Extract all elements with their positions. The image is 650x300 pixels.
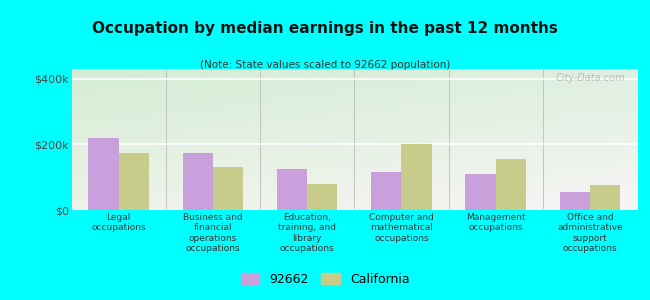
Bar bbox=[560, 192, 590, 210]
Bar bbox=[307, 184, 337, 210]
Bar bbox=[118, 153, 149, 210]
Legend: 92662, California: 92662, California bbox=[235, 268, 415, 291]
Bar bbox=[88, 138, 118, 210]
Bar bbox=[213, 167, 243, 210]
Bar bbox=[402, 144, 432, 210]
Bar bbox=[277, 169, 307, 210]
Bar bbox=[465, 174, 495, 210]
Bar bbox=[495, 159, 526, 210]
Bar bbox=[590, 185, 620, 210]
Bar bbox=[183, 153, 213, 210]
Text: Occupation by median earnings in the past 12 months: Occupation by median earnings in the pas… bbox=[92, 21, 558, 36]
Bar bbox=[371, 172, 401, 210]
Text: (Note: State values scaled to 92662 population): (Note: State values scaled to 92662 popu… bbox=[200, 60, 450, 70]
Text: City-Data.com: City-Data.com bbox=[556, 73, 626, 83]
